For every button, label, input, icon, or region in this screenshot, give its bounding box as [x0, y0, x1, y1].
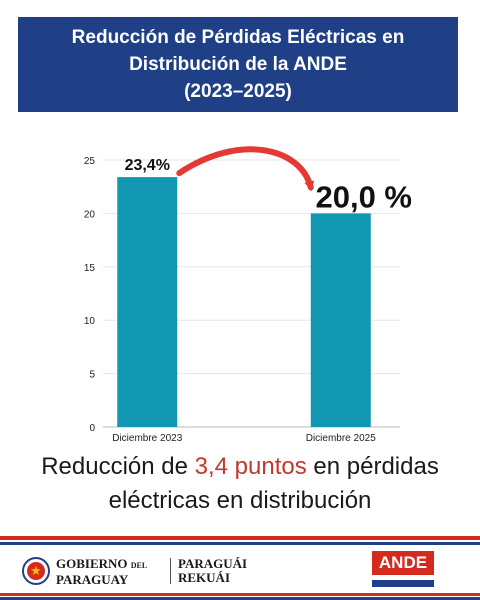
- title-banner: Reducción de Pérdidas Eléctricas en Dist…: [18, 17, 458, 112]
- summary-highlight: 3,4 puntos: [194, 453, 307, 480]
- reduction-arrow: [176, 146, 315, 192]
- y-tick-label: 15: [84, 263, 96, 274]
- y-tick-label: 20: [84, 209, 96, 220]
- bar-chart: 0 5 10 15 20 25 Diciembre 2023 Diciembre 2025 2…: [84, 146, 412, 444]
- y-tick-label: 5: [89, 370, 95, 381]
- logo-divider: [170, 558, 171, 584]
- title-line-2: Distribución de la ANDE: [129, 54, 347, 75]
- footer-stripe-red: [0, 536, 480, 540]
- footer-stripe-blue: [0, 542, 480, 545]
- national-seal-icon: [22, 557, 50, 585]
- y-tick-label: 25: [84, 156, 96, 167]
- data-label-1: 23,4%: [125, 157, 170, 174]
- y-tick-label: 0: [89, 423, 95, 434]
- ande-logo: ANDE: [372, 551, 434, 587]
- summary-line2: eléctricas en distribución: [108, 487, 372, 514]
- gov-del: DEL: [130, 561, 148, 570]
- ande-logo-white-band: [372, 575, 434, 580]
- title-line-3: (2023–2025): [184, 81, 292, 102]
- ande-logo-blue-band: [372, 580, 434, 587]
- bar-2: [310, 213, 371, 427]
- bottom-stripe-blue: [0, 597, 480, 600]
- summary-part2: en pérdidas: [306, 453, 439, 480]
- gov-line1: GOBIERNO: [56, 556, 128, 571]
- y-tick-label: 10: [84, 316, 96, 327]
- ande-logo-label: ANDE: [372, 551, 434, 575]
- x-tick-label: Diciembre 2025: [306, 433, 376, 444]
- bar-1: [117, 177, 178, 427]
- gov-name: GOBIERNO DEL PARAGUAY: [56, 557, 147, 587]
- slogan-line1: PARAGUÁI: [178, 556, 248, 571]
- x-tick-label: Diciembre 2023: [112, 433, 182, 444]
- title-line-1: Reducción de Pérdidas Eléctricas en: [71, 27, 405, 48]
- data-label-2: 20,0 %: [315, 179, 412, 214]
- summary-part1: Reducción de: [41, 453, 195, 480]
- gobierno-paraguay-logo: GOBIERNO DEL PARAGUAY PARAGUÁI REKUÁI: [22, 556, 252, 588]
- slogan: PARAGUÁI REKUÁI: [178, 557, 247, 585]
- summary-text: Reducción de 3,4 puntos en pérdidas eléc…: [0, 450, 480, 518]
- bottom-stripe-red: [0, 593, 480, 596]
- gov-line2: PARAGUAY: [56, 572, 129, 587]
- slogan-line2: REKUÁI: [178, 570, 231, 585]
